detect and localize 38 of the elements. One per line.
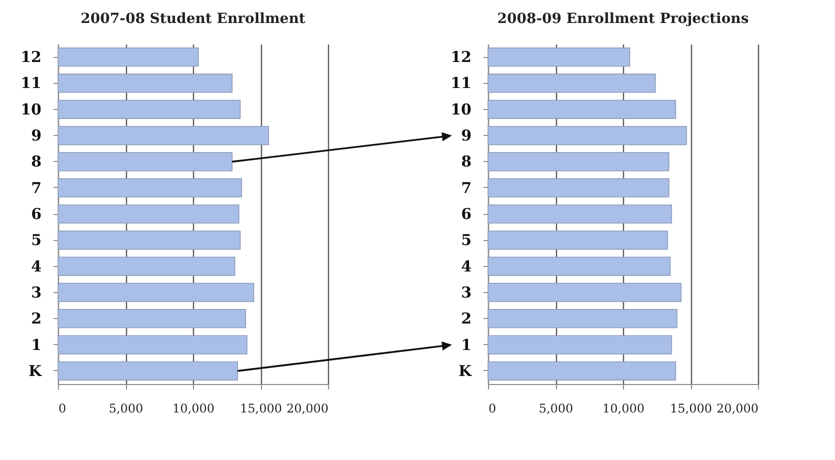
y-tick-label: 7 xyxy=(461,178,472,197)
y-tick-label: 4 xyxy=(461,257,472,276)
y-tick-label: 8 xyxy=(31,152,42,171)
x-tick-label: 5,000 xyxy=(538,402,574,416)
y-tick-label: 8 xyxy=(461,152,472,171)
y-tick-label: 12 xyxy=(20,48,42,66)
y-tick-label: 3 xyxy=(461,283,472,302)
x-tick-label: 15,000 xyxy=(670,402,712,416)
y-tick-label: 9 xyxy=(461,126,472,145)
x-tick-label: 5,000 xyxy=(108,402,144,416)
y-tick-label: 11 xyxy=(450,74,472,92)
y-tick-label: 6 xyxy=(461,205,472,223)
y-tick-label: 9 xyxy=(31,126,42,145)
chart-title: 2008-09 Enrollment Projections xyxy=(497,11,749,27)
y-tick-label: 2 xyxy=(31,310,42,328)
x-tick-label: 20,000 xyxy=(286,402,328,416)
y-tick-label: 7 xyxy=(31,178,42,197)
x-tick-label: 0 xyxy=(488,402,496,416)
x-tick-label: 0 xyxy=(58,402,66,416)
y-tick-label: K xyxy=(458,362,472,380)
y-tick-label: 10 xyxy=(20,100,42,118)
chart-title: 2007-08 Student Enrollment xyxy=(80,11,306,27)
y-tick-label: 12 xyxy=(450,48,472,66)
y-tick-label: 2 xyxy=(461,310,472,328)
y-tick-label: 1 xyxy=(461,336,472,354)
x-tick-label: 10,000 xyxy=(172,402,214,416)
y-tick-label: 4 xyxy=(31,257,42,276)
y-tick-label: 3 xyxy=(31,283,42,302)
y-tick-label: K xyxy=(28,362,42,380)
x-tick-label: 15,000 xyxy=(240,402,282,416)
y-tick-label: 10 xyxy=(450,100,472,118)
y-tick-label: 1 xyxy=(31,336,42,354)
x-tick-label: 20,000 xyxy=(716,402,758,416)
y-tick-label: 5 xyxy=(461,231,472,250)
y-tick-label: 6 xyxy=(31,205,42,223)
x-tick-label: 10,000 xyxy=(602,402,644,416)
y-tick-label: 11 xyxy=(20,74,42,92)
y-tick-label: 5 xyxy=(31,231,42,250)
